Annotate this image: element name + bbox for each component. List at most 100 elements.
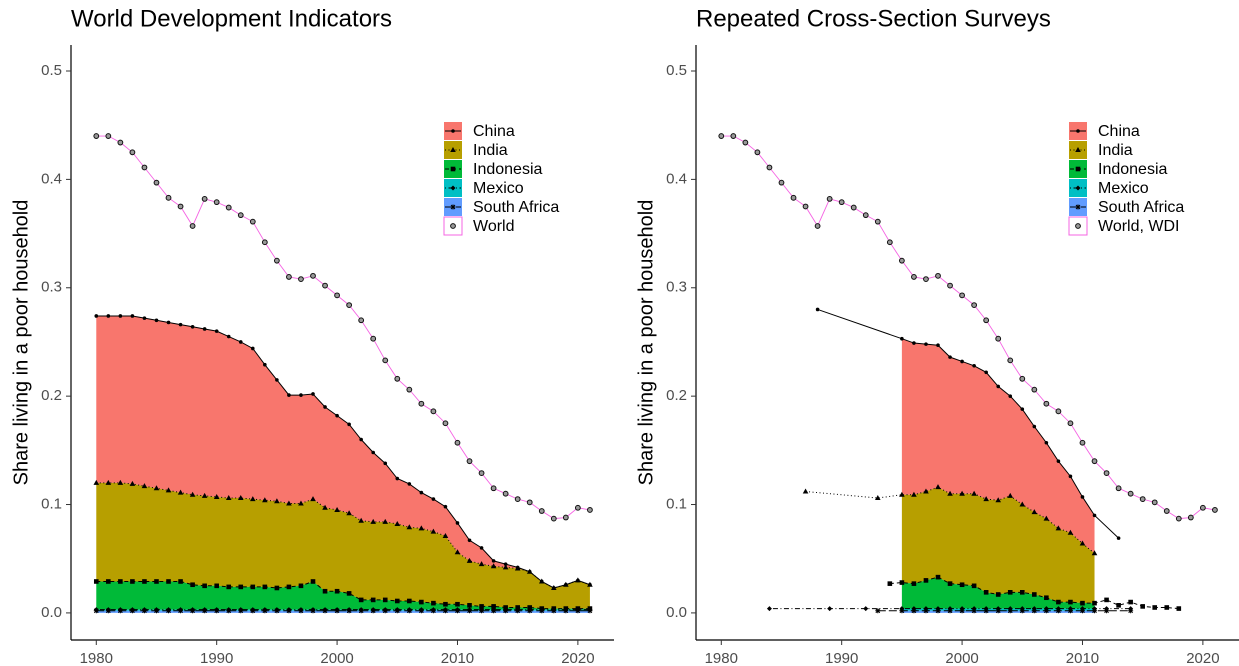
point — [226, 334, 231, 339]
point — [165, 194, 172, 201]
point — [201, 492, 208, 498]
legend-marker — [1075, 166, 1081, 172]
point — [275, 378, 279, 382]
point — [1104, 608, 1110, 614]
point — [959, 608, 965, 614]
point — [190, 608, 196, 614]
point — [754, 149, 761, 156]
point — [1019, 501, 1026, 507]
point — [960, 359, 964, 364]
point — [490, 563, 497, 569]
point — [1019, 590, 1025, 595]
point — [587, 507, 593, 513]
point — [178, 579, 183, 584]
point — [142, 579, 147, 584]
point — [455, 521, 460, 525]
point — [262, 584, 268, 590]
point — [274, 585, 280, 591]
area — [901, 487, 1095, 604]
point — [1152, 605, 1158, 610]
point — [213, 493, 220, 499]
point — [154, 318, 159, 323]
point — [454, 439, 461, 446]
point — [105, 133, 112, 139]
point — [959, 490, 965, 496]
x-tick-label: 2010 — [1066, 650, 1099, 666]
point — [971, 302, 978, 309]
legend-marker — [450, 204, 456, 210]
point — [502, 564, 509, 570]
point — [418, 400, 425, 407]
point — [479, 608, 485, 614]
legend-label: South Africa — [1098, 199, 1184, 216]
point — [1140, 604, 1145, 609]
legend-marker — [1076, 129, 1080, 133]
point — [346, 302, 353, 309]
point — [237, 495, 244, 501]
point — [213, 199, 220, 206]
point — [1019, 375, 1026, 382]
point — [141, 608, 147, 614]
point — [190, 324, 195, 329]
legend-marker — [450, 185, 456, 191]
point — [394, 521, 401, 527]
point — [263, 362, 267, 367]
point — [106, 314, 111, 318]
point — [454, 608, 460, 614]
point — [274, 608, 280, 614]
point — [202, 608, 208, 614]
point — [898, 257, 905, 264]
point — [250, 584, 256, 590]
x-tick-label: 2020 — [1186, 650, 1219, 666]
point — [1176, 606, 1182, 611]
point — [406, 608, 412, 614]
point — [310, 579, 316, 584]
point — [983, 608, 989, 614]
point — [166, 608, 172, 614]
point — [948, 355, 952, 359]
y-tick-label: 0.1 — [666, 495, 687, 512]
point — [1043, 515, 1050, 521]
legend-marker — [450, 223, 456, 229]
point — [298, 500, 304, 506]
point — [286, 274, 292, 280]
point — [358, 597, 364, 603]
point — [912, 341, 916, 345]
point — [442, 532, 449, 538]
y-tick-label: 0.3 — [666, 279, 687, 296]
point — [419, 490, 424, 495]
legend-label: India — [1098, 142, 1133, 159]
point — [1080, 600, 1085, 606]
point — [93, 608, 99, 614]
point — [94, 314, 99, 318]
legend-label: Mexico — [1098, 180, 1149, 197]
point — [407, 482, 412, 486]
point — [1187, 514, 1194, 521]
legend-marker — [1075, 147, 1081, 152]
point — [899, 491, 905, 497]
point — [1055, 408, 1062, 415]
point — [141, 164, 148, 171]
point — [527, 608, 533, 614]
point — [730, 133, 737, 139]
point — [395, 476, 400, 481]
point — [1091, 458, 1098, 465]
point — [1032, 424, 1037, 429]
point — [1212, 507, 1218, 513]
point — [202, 327, 207, 331]
point — [166, 320, 171, 325]
point — [1164, 605, 1170, 610]
point — [105, 608, 111, 614]
point — [1128, 599, 1133, 605]
point — [106, 579, 111, 584]
point — [322, 608, 328, 614]
point — [346, 591, 352, 596]
point — [202, 583, 207, 589]
point — [911, 274, 917, 280]
x-tick-label: 1980 — [705, 650, 738, 666]
point — [947, 490, 953, 496]
y-tick-label: 0.4 — [666, 170, 687, 187]
point — [335, 413, 339, 418]
point — [467, 608, 473, 614]
point — [538, 508, 545, 514]
